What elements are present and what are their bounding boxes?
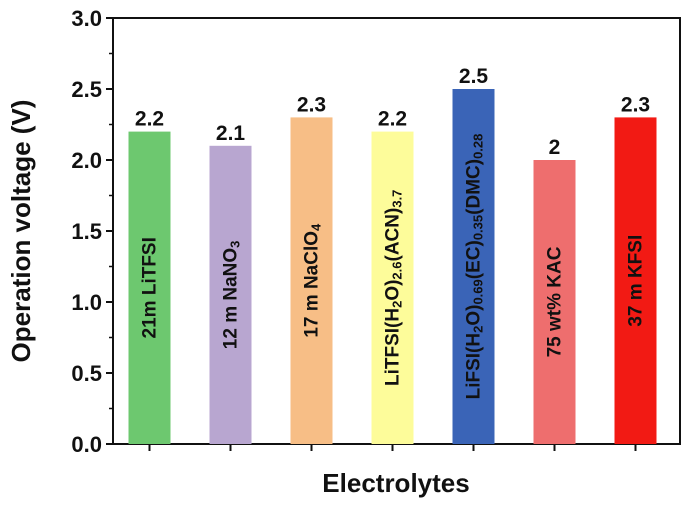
bar-category-label-part: 37 m KFSI [626, 235, 647, 327]
y-tick-label: 0.0 [71, 432, 102, 457]
bar-value-label: 2.5 [459, 65, 489, 88]
bar-category-label-part: 2 [390, 301, 405, 308]
y-axis-title: Operation voltage (V) [6, 100, 36, 363]
bar-category-label-part: 0.69 [471, 279, 486, 304]
bar-category-label: 17 m NaClO4 [302, 223, 324, 338]
y-tick-label: 0.5 [71, 361, 102, 386]
bar-value-label: 2.3 [621, 93, 650, 116]
bar [452, 89, 495, 444]
bar-value-label: 2 [549, 136, 561, 159]
bar-category-label-part: 3.7 [390, 190, 405, 208]
bar-category-label: 21m LiTFSI [140, 237, 161, 338]
bar [209, 145, 252, 445]
bar-category-label-part: 2.6 [390, 261, 405, 279]
bar-category-label-part: (DMC) [464, 159, 485, 215]
bar-category-label-part: LiFSI(H [464, 333, 485, 400]
bar-category-label: LiFSI(H2O)0.69(EC)0.35(DMC)0.28 [464, 134, 486, 400]
bar-category-label-part: 17 m NaClO [302, 231, 323, 338]
bar-category-label-part: 12 m NaNO [221, 248, 242, 349]
bar-category-label-part: 3 [228, 241, 243, 248]
bar-category-label-part: 0.28 [471, 134, 486, 159]
bar [371, 131, 414, 444]
bar-category-label: 37 m KFSI [626, 235, 647, 327]
bar-category-label: 75 wt% KAC [545, 246, 566, 357]
bar-value-label: 2.3 [297, 93, 326, 116]
y-tick-label: 2.0 [71, 148, 102, 173]
bar-value-label: 2.1 [216, 122, 246, 145]
y-tick-label: 1.5 [71, 219, 102, 244]
x-axis [148, 444, 637, 451]
y-tick-label: 1.0 [71, 290, 102, 315]
bar-category-label: LiTFSI(H2O)2.6(ACN)3.7 [383, 190, 405, 386]
bar [128, 131, 171, 444]
y-tick-label: 3.0 [71, 6, 102, 31]
bar [614, 117, 657, 445]
y-tick-label: 2.5 [71, 77, 102, 102]
bar [290, 117, 333, 445]
bar-category-label-part: O) [383, 280, 404, 301]
bar [533, 160, 576, 444]
bar-category-label-part: O) [464, 305, 485, 326]
bar-value-label: 2.2 [135, 108, 164, 131]
bar-category-label-part: 2 [471, 326, 486, 333]
bar-category-label-part: (ACN) [383, 208, 404, 262]
x-axis-title: Electrolytes [322, 468, 469, 498]
y-axis: 0.0 0.5 1.0 1.5 2.0 2.5 3.0 [71, 6, 113, 457]
bar-category-label-part: LiTFSI(H [383, 308, 404, 386]
bar-category-label-part: (EC) [464, 240, 485, 279]
bar-category-label: 12 m NaNO3 [221, 241, 243, 350]
bars-group: 2.2 21m LiTFSI 2.1 12 m NaNO3 2.3 17 m NaClO4… [128, 65, 657, 445]
bar-category-label-part: 0.35 [471, 215, 486, 240]
bar-category-label-part: 4 [309, 223, 324, 231]
bar-category-label-part: 75 wt% KAC [545, 246, 566, 357]
bar-category-label-part: 21m LiTFSI [140, 237, 161, 338]
bar-value-label: 2.2 [378, 108, 407, 131]
